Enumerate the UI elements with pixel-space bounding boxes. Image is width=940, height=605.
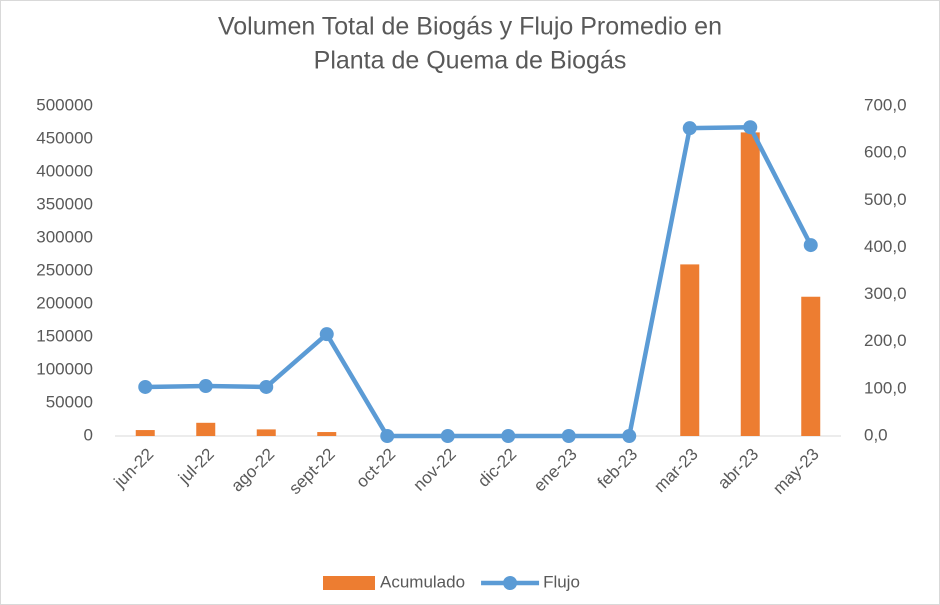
y2-tick-label: 200,0 xyxy=(864,331,907,350)
y2-tick-label: 0,0 xyxy=(864,425,888,444)
y-tick-label: 100000 xyxy=(36,359,93,378)
y-tick-label: 500000 xyxy=(36,95,93,114)
bar xyxy=(680,264,700,436)
y-tick-label: 0 xyxy=(84,425,93,444)
line-marker xyxy=(380,429,395,443)
y-tick-label: 350000 xyxy=(36,194,93,213)
y-tick-label: 50000 xyxy=(46,392,93,411)
y-tick-label: 300000 xyxy=(36,227,93,246)
y-tick-label: 250000 xyxy=(36,260,93,279)
y2-tick-label: 500,0 xyxy=(864,190,907,209)
y-tick-label: 400000 xyxy=(36,161,93,180)
legend-label: Acumulado xyxy=(380,572,465,591)
line-marker xyxy=(803,238,818,253)
line-marker xyxy=(138,379,153,394)
y2-tick-label: 300,0 xyxy=(864,284,907,303)
y2-tick-label: 400,0 xyxy=(864,237,907,256)
line-marker xyxy=(743,120,758,135)
bar xyxy=(256,429,276,436)
y2-tick-label: 600,0 xyxy=(864,143,907,162)
line-marker xyxy=(501,429,516,443)
chart-title: Volumen Total de Biogás y Flujo Promedio… xyxy=(218,13,722,41)
y-tick-label: 200000 xyxy=(36,293,93,312)
bar xyxy=(740,132,760,436)
bar xyxy=(196,422,216,436)
line-marker xyxy=(319,327,334,342)
y2-tick-label: 700,0 xyxy=(864,95,907,114)
legend-label: Flujo xyxy=(543,572,580,591)
line-marker xyxy=(440,429,455,443)
y-tick-label: 450000 xyxy=(36,128,93,147)
y-tick-label: 150000 xyxy=(36,326,93,345)
line-marker xyxy=(259,379,274,394)
line-marker xyxy=(561,429,576,443)
bar xyxy=(317,432,337,436)
bar xyxy=(135,430,155,436)
legend-swatch xyxy=(503,576,518,590)
bar xyxy=(801,296,821,436)
line-marker xyxy=(682,121,697,136)
line xyxy=(145,124,813,439)
y2-tick-label: 100,0 xyxy=(864,378,907,397)
line-marker xyxy=(622,429,637,443)
line-marker xyxy=(198,379,213,394)
chart-title: Planta de Quema de Biogás xyxy=(314,47,627,75)
legend-swatch xyxy=(323,576,375,590)
